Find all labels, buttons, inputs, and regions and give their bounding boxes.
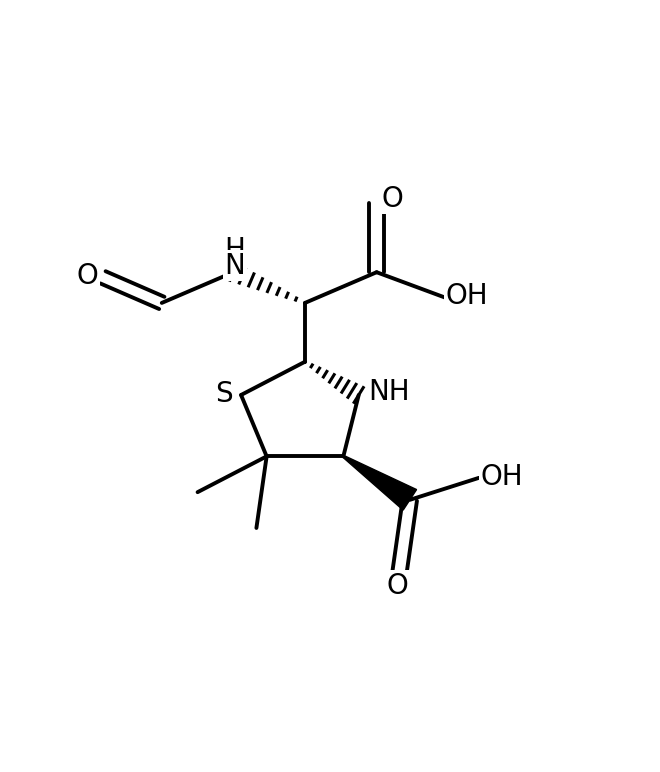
Text: NH: NH bbox=[368, 378, 411, 406]
Text: O: O bbox=[386, 572, 408, 600]
Text: O: O bbox=[381, 185, 403, 213]
Text: OH: OH bbox=[480, 463, 523, 491]
Text: S: S bbox=[215, 380, 233, 408]
Text: H: H bbox=[224, 236, 246, 264]
Polygon shape bbox=[343, 455, 416, 510]
Text: N: N bbox=[224, 252, 246, 279]
Text: OH: OH bbox=[446, 283, 488, 310]
Text: O: O bbox=[77, 262, 98, 290]
